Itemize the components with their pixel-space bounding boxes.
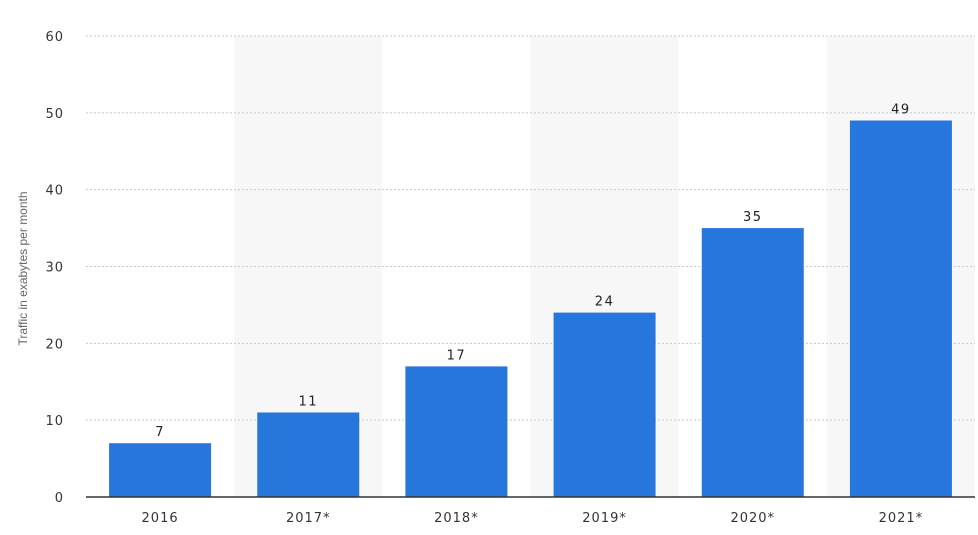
x-tick-label: 2020*	[730, 511, 775, 526]
x-tick-label: 2021*	[879, 511, 924, 526]
x-tick-label: 2019*	[582, 511, 627, 526]
data-labels: 7 11 17 24 35 49	[155, 103, 911, 441]
y-axis-title: Traffic in exabytes per month	[16, 191, 30, 345]
data-label: 17	[447, 348, 467, 363]
grid-lines	[86, 35, 975, 421]
y-tick-label: 20	[45, 337, 64, 352]
data-label: 24	[595, 295, 615, 310]
y-tick-label: 40	[45, 184, 64, 199]
data-label: 49	[891, 103, 911, 118]
y-axis-ticks: 0 10 20 30 40 50 60	[45, 30, 64, 506]
data-label: 11	[298, 394, 318, 409]
bar	[257, 412, 360, 497]
y-tick-label: 0	[55, 491, 64, 506]
y-tick-label: 30	[45, 261, 64, 276]
x-axis-labels: 2016 2017* 2018* 2019* 2020* 2021*	[142, 511, 924, 526]
bar	[701, 228, 804, 498]
y-tick-label: 50	[45, 107, 64, 122]
x-tick-label: 2016	[142, 511, 179, 526]
bar	[849, 120, 952, 498]
bar	[109, 443, 212, 497]
bar	[553, 312, 656, 497]
y-tick-label: 10	[45, 414, 64, 429]
data-label: 35	[743, 210, 763, 225]
data-label: 7	[155, 425, 165, 440]
x-tick-label: 2018*	[434, 511, 479, 526]
y-tick-label: 60	[45, 30, 64, 45]
bar	[405, 366, 508, 497]
x-tick-label: 2017*	[286, 511, 331, 526]
bars	[109, 120, 952, 498]
